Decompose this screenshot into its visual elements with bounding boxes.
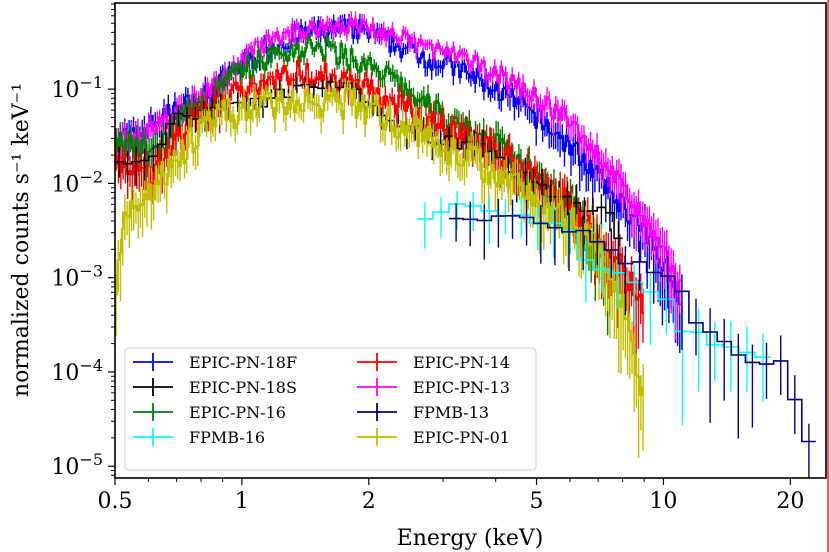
legend-label: FPMB-16 (189, 428, 265, 447)
x-axis-label: Energy (keV) (397, 526, 544, 551)
legend: EPIC-PN-18F EPIC-PN-18S EPIC-PN-16 FPMB-16 E… (124, 347, 537, 471)
legend-box (124, 347, 537, 471)
error-bars-fpmb-13 (455, 199, 810, 478)
legend-item-epic-pn-01: EPIC-PN-01 (357, 428, 510, 447)
legend-item-epic-pn-18f: EPIC-PN-18F (133, 353, 297, 372)
legend-label: EPIC-PN-01 (413, 428, 510, 447)
spectrum-line-fpmb-16 (416, 203, 772, 358)
x-axis: 0.5 1 2 5 10 20 (98, 478, 804, 514)
legend-item-epic-pn-13: EPIC-PN-13 (357, 378, 510, 397)
y-axis: 10−5 10−4 10−3 10−2 10−1 (51, 3, 115, 480)
legend-label: FPMB-13 (413, 403, 489, 422)
y-tick-label: 10−2 (51, 167, 103, 197)
legend-item-epic-pn-16: EPIC-PN-16 (133, 403, 286, 422)
x-tick-label: 20 (776, 489, 804, 514)
window-edge (827, 0, 829, 552)
y-tick-label: 10−3 (51, 262, 103, 292)
y-tick-label: 10−5 (51, 450, 103, 480)
legend-item-fpmb-16: FPMB-16 (133, 428, 265, 447)
spectrum-line-fpmb-13 (449, 215, 816, 443)
y-axis-label: normalized counts s⁻¹ keV⁻¹ (9, 83, 34, 397)
legend-label: EPIC-PN-13 (413, 378, 510, 397)
x-tick-label: 10 (649, 489, 677, 514)
legend-label: EPIC-PN-16 (189, 403, 286, 422)
series-epic-pn-01 (115, 80, 645, 459)
legend-label: EPIC-PN-14 (413, 353, 510, 372)
legend-item-fpmb-13: FPMB-13 (357, 403, 489, 422)
legend-label: EPIC-PN-18S (189, 378, 297, 397)
x-tick-label: 5 (530, 489, 544, 514)
legend-item-epic-pn-14: EPIC-PN-14 (357, 353, 510, 372)
series-layer (115, 11, 816, 478)
x-tick-label: 2 (362, 489, 376, 514)
y-tick-label: 10−1 (51, 73, 103, 103)
legend-item-epic-pn-18s: EPIC-PN-18S (133, 378, 297, 397)
legend-label: EPIC-PN-18F (189, 353, 297, 372)
spectrum-line-epic-pn-13 (115, 17, 681, 291)
spectrum-line-epic-pn-01 (115, 87, 645, 397)
x-tick-label: 0.5 (98, 489, 133, 514)
series-fpmb-13 (449, 199, 816, 478)
y-tick-label: 10−4 (51, 356, 103, 386)
x-tick-label: 1 (235, 489, 249, 514)
spectrum-line-epic-pn-18f (115, 17, 681, 306)
plot-frame (114, 2, 827, 479)
